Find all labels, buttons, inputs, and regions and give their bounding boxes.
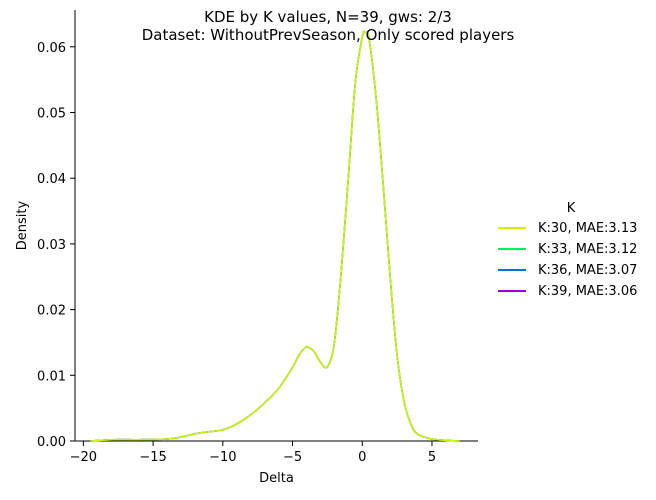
legend-label-2: K:36, MAE:3.07 <box>538 263 637 278</box>
series-line-0 <box>90 30 460 442</box>
legend-label-3: K:39, MAE:3.06 <box>538 284 637 299</box>
y-tick-label: 0.00 <box>37 435 66 450</box>
y-tick-label: 0.06 <box>37 41 66 56</box>
legend-label-0: K:30, MAE:3.13 <box>538 221 637 236</box>
y-tick-label: 0.05 <box>37 106 66 121</box>
legend: K K:30, MAE:3.13 K:33, MAE:3.12 K:36, MAE:3… <box>498 201 637 299</box>
chart-subtitle: Dataset: WithoutPrevSeason, Only scored … <box>141 26 515 44</box>
y-axis-label: Density <box>15 200 30 250</box>
y-tick-label: 0.03 <box>37 238 66 253</box>
x-tick-label: 5 <box>428 450 436 465</box>
axes: −20 −15 −10 −5 0 5 0.00 0.01 0.02 0.03 0.04 0.05 0.0… <box>15 10 478 486</box>
series-layer <box>90 30 460 442</box>
x-axis-label: Delta <box>259 471 294 486</box>
x-tick-label: 0 <box>358 450 366 465</box>
legend-title: K <box>567 201 576 216</box>
x-tick-label: −10 <box>209 450 236 465</box>
chart-title: KDE by K values, N=39, gws: 2/3 <box>204 8 452 26</box>
y-tick-label: 0.02 <box>37 304 66 319</box>
series-line-3 <box>90 30 460 442</box>
series-line-1 <box>90 30 460 442</box>
x-tick-label: −5 <box>283 450 302 465</box>
legend-label-1: K:33, MAE:3.12 <box>538 242 637 257</box>
x-tick-label: −15 <box>139 450 166 465</box>
series-line-2 <box>90 30 460 442</box>
y-tick-label: 0.01 <box>37 369 66 384</box>
y-tick-label: 0.04 <box>37 172 66 187</box>
x-tick-label: −20 <box>70 450 97 465</box>
